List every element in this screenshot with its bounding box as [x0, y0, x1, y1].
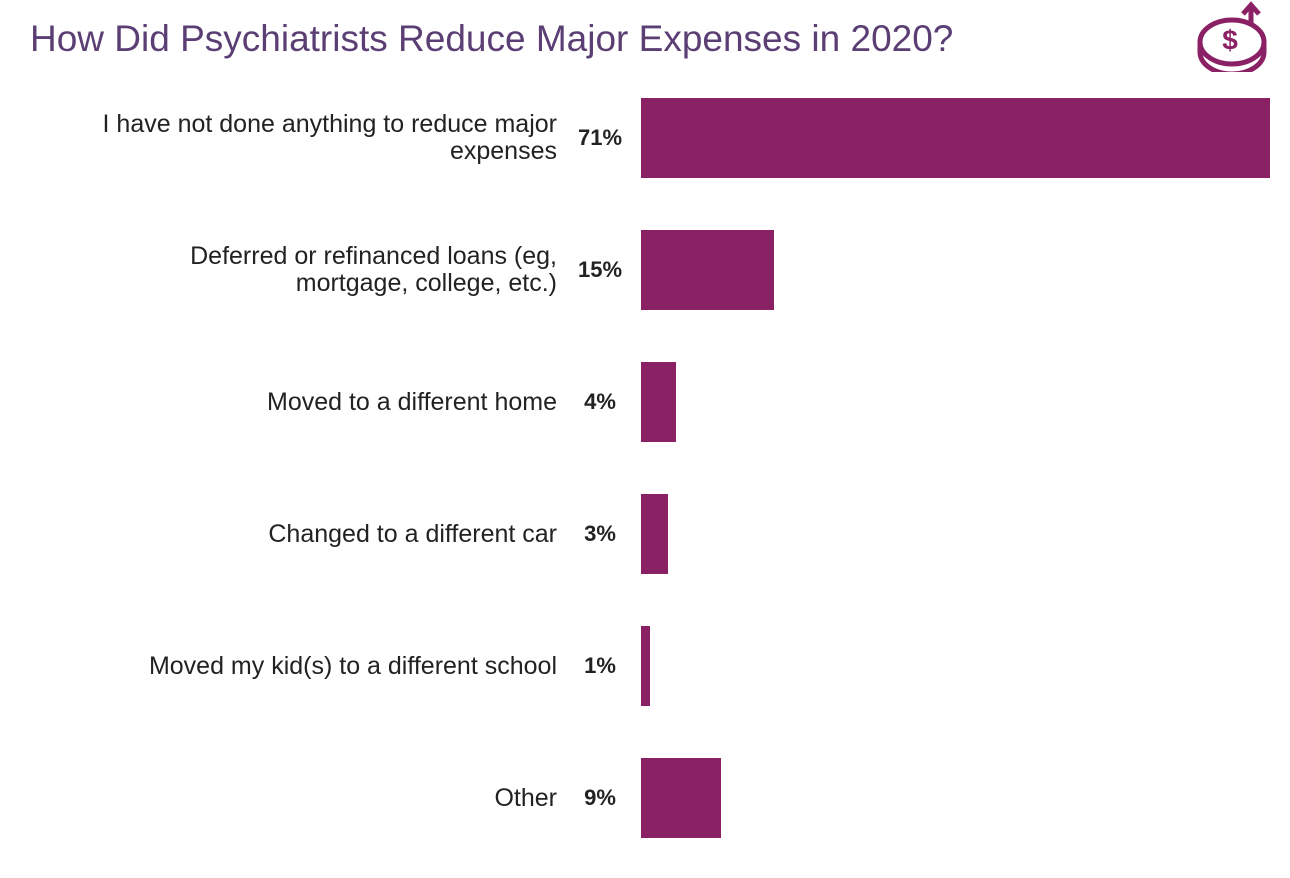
category-label: I have not done anything to reduce major…	[102, 110, 557, 165]
bar	[641, 626, 650, 706]
bar	[641, 230, 774, 310]
value-label: 4%	[584, 389, 616, 414]
value-label: 1%	[584, 653, 616, 678]
coin-icon: $	[1197, 1, 1267, 72]
category-label: Changed to a different car	[268, 519, 557, 548]
chart-title: How Did Psychiatrists Reduce Major Expen…	[30, 18, 954, 59]
category-label: Moved my kid(s) to a different school	[148, 651, 557, 680]
value-label: 71%	[577, 125, 623, 150]
category-label: Other	[494, 783, 557, 812]
value-label: 15%	[577, 257, 623, 282]
svg-text:$: $	[1222, 24, 1238, 55]
bar	[641, 98, 1270, 178]
bar	[641, 758, 721, 838]
bar	[641, 494, 668, 574]
bar	[641, 362, 677, 442]
category-label: Deferred or refinanced loans (eg, mortga…	[190, 242, 557, 297]
category-label: Moved to a different home	[267, 387, 557, 416]
value-label: 9%	[584, 785, 616, 810]
value-label: 3%	[584, 521, 616, 546]
